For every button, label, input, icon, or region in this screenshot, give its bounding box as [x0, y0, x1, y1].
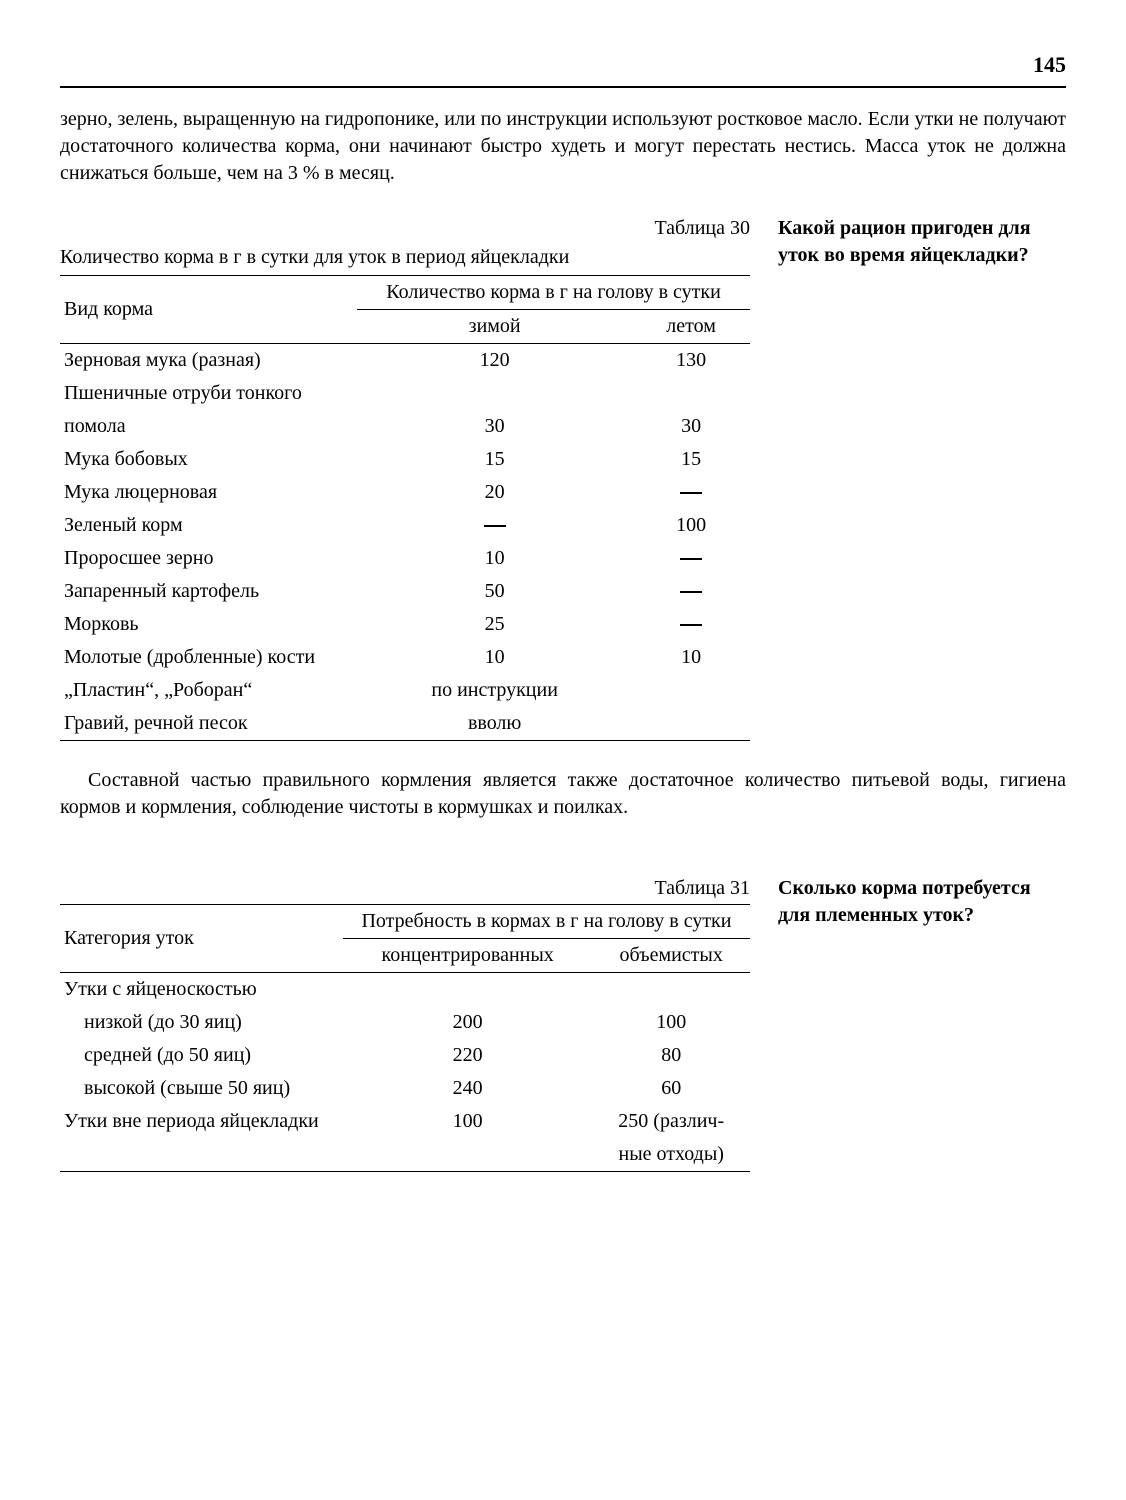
t30-cell [632, 476, 750, 509]
t31-cell: Утки вне периода яйцекладки [60, 1105, 343, 1138]
t30-cell: 30 [632, 410, 750, 443]
table30: Вид корма Количество корма в г на голову… [60, 275, 750, 741]
t31-cell: средней (до 50 яиц) [60, 1039, 343, 1072]
t30-cell: Мука бобовых [60, 443, 357, 476]
t30-cell: 100 [632, 509, 750, 542]
t30-cell [632, 542, 750, 575]
table31-block: Таблица 31 Категория уток Потребность в … [60, 875, 1066, 1172]
t30-cell: Запаренный картофель [60, 575, 357, 608]
t30-cell: 15 [632, 443, 750, 476]
t30-head-group: Количество корма в г на голову в сутки [357, 275, 750, 309]
t30-cell [632, 608, 750, 641]
t30-cell: по инструкции [357, 674, 632, 707]
page-top-rule [60, 86, 1066, 88]
table30-sideq: Какой рацион пригоден для уток во время … [778, 215, 1066, 741]
t31-head-group: Потребность в кормах в г на голову в сут… [343, 904, 750, 938]
t30-cell: 15 [357, 443, 632, 476]
table31-sideq: Сколько корма потребуется для племенных … [778, 875, 1066, 1172]
t30-cell: 30 [357, 410, 632, 443]
t30-cell: Зеленый корм [60, 509, 357, 542]
table30-block: Таблица 30 Количество корма в г в сутки … [60, 215, 1066, 741]
t31-cell: 200 [343, 1006, 592, 1039]
t31-cell: 60 [592, 1072, 750, 1105]
t30-cell: 25 [357, 608, 632, 641]
t30-cell [632, 575, 750, 608]
t31-group: Утки с яйценоскостью [60, 972, 750, 1006]
t30-head-summer: летом [632, 309, 750, 343]
t30-cell: Морковь [60, 608, 357, 641]
t30-cell [357, 509, 632, 542]
t31-cell: 100 [343, 1105, 592, 1138]
t30-cell: Мука люцерновая [60, 476, 357, 509]
t31-cell: высокой (свыше 50 яиц) [60, 1072, 343, 1105]
t31-head-bulk: объемистых [592, 938, 750, 972]
t30-cell: 10 [632, 641, 750, 674]
t30-cell: вволю [357, 707, 632, 741]
t30-cell: Гравий, речной песок [60, 707, 357, 741]
intro-paragraph: зерно, зелень, выращенную на гидропонике… [60, 106, 1066, 187]
table31-label: Таблица 31 [60, 875, 750, 902]
t31-cell: 80 [592, 1039, 750, 1072]
t31-cell: 100 [592, 1006, 750, 1039]
t31-head-cat: Категория уток [60, 904, 343, 972]
t30-cell: Проросшее зерно [60, 542, 357, 575]
t30-cell: 120 [357, 343, 632, 377]
t31-cell: 240 [343, 1072, 592, 1105]
table30-caption: Количество корма в г в сутки для уток в … [60, 244, 750, 271]
table30-label: Таблица 30 [60, 215, 750, 242]
t31-cell: 220 [343, 1039, 592, 1072]
t30-cell: 20 [357, 476, 632, 509]
t30-cell: Зерновая мука (разная) [60, 343, 357, 377]
t30-head-type: Вид корма [60, 275, 357, 343]
t31-cell: низкой (до 30 яиц) [60, 1006, 343, 1039]
t30-cell: 10 [357, 641, 632, 674]
t30-cell: 130 [632, 343, 750, 377]
t30-cell: 10 [357, 542, 632, 575]
t31-cell: 250 (различ- [592, 1105, 750, 1138]
t31-head-conc: концентрированных [343, 938, 592, 972]
t30-cell: Молотые (дробленные) кости [60, 641, 357, 674]
t30-head-winter: зимой [357, 309, 632, 343]
t31-body: Утки с яйценоскостью низкой (до 30 яиц)2… [60, 972, 750, 1171]
t30-cell: помола [60, 410, 357, 443]
mid-paragraph: Составной частью правильного кормления я… [60, 767, 1066, 821]
t30-cell: 50 [357, 575, 632, 608]
t30-cell: Пшеничные отруби тонкого [60, 377, 357, 410]
table31: Категория уток Потребность в кормах в г … [60, 904, 750, 1172]
t31-cell: ные отходы) [592, 1138, 750, 1172]
t30-body: Зерновая мука (разная)120130 Пшеничные о… [60, 343, 750, 740]
t30-cell: „Пластин“, „Роборан“ [60, 674, 357, 707]
page-number: 145 [60, 50, 1066, 80]
